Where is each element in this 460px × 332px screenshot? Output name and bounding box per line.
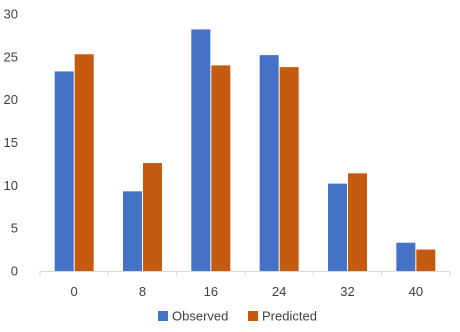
x-tick-label: 32	[340, 284, 354, 299]
bar-observed-24	[259, 55, 279, 272]
bar-observed-8	[123, 191, 142, 271]
x-tick-label: 40	[409, 284, 423, 299]
bar-predicted-16	[211, 65, 231, 272]
y-tick-label: 5	[11, 221, 18, 236]
y-axis-ticks: 0 5 10 15 20 25 30	[4, 7, 18, 279]
y-tick-label: 25	[4, 49, 18, 64]
x-tick-label: 8	[139, 284, 146, 299]
bar-observed-0	[54, 71, 74, 271]
x-axis-ticks: 0 8 16 24 32 40	[39, 271, 451, 299]
y-tick-label: 30	[4, 7, 18, 22]
legend-label-predicted: Predicted	[262, 309, 317, 324]
legend-swatch-observed	[158, 311, 168, 321]
bar-observed-40	[396, 242, 416, 271]
y-tick-label: 20	[4, 92, 18, 107]
bar-predicted-24	[279, 67, 299, 271]
bar-predicted-0	[74, 54, 94, 271]
y-tick-label: 10	[4, 178, 18, 193]
x-tick-label: 0	[71, 284, 78, 299]
bar-observed-32	[328, 183, 347, 271]
legend: Observed Predicted	[158, 309, 317, 324]
bar-observed-16	[191, 29, 211, 272]
x-tick-label: 24	[272, 284, 286, 299]
bar-predicted-8	[143, 163, 162, 271]
bar-predicted-32	[348, 173, 367, 271]
y-tick-label: 0	[11, 264, 18, 279]
legend-swatch-predicted	[248, 311, 258, 321]
bar-predicted-40	[416, 249, 436, 271]
legend-label-observed: Observed	[172, 309, 228, 324]
bars	[54, 29, 436, 272]
x-tick-label: 16	[204, 284, 218, 299]
y-tick-label: 15	[4, 135, 18, 150]
